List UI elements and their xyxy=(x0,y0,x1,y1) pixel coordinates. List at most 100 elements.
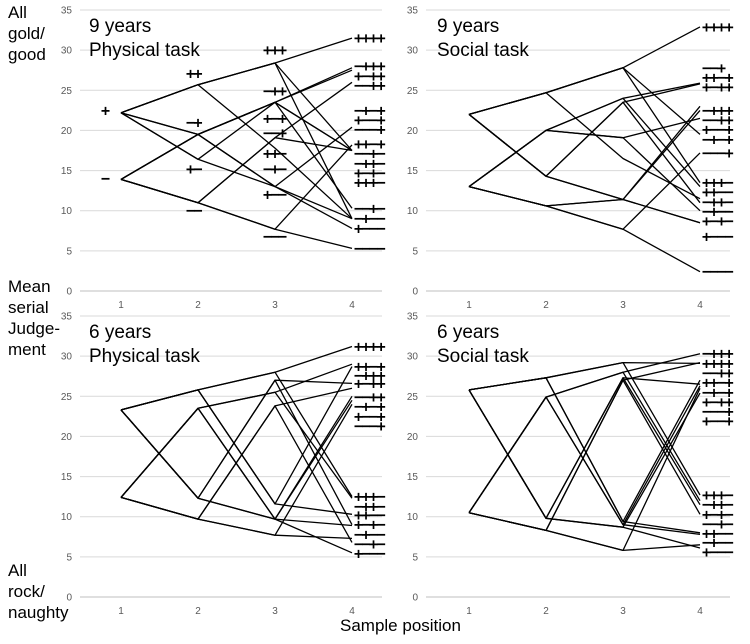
sign-annotation: − xyxy=(101,170,110,188)
panel-title: Physical task xyxy=(89,346,200,367)
x-tick-label: 4 xyxy=(349,300,355,311)
series-line xyxy=(120,409,353,554)
panel-bottom-left: 0 5 10 15 20 25 30 35 1 2 3 4 6 years Physical task ++… xyxy=(61,312,387,618)
sign-annotation: + xyxy=(101,101,110,119)
series-line xyxy=(468,389,701,549)
series-line xyxy=(468,377,701,534)
y-tick-label: 10 xyxy=(407,512,419,523)
sign-annotation: +++ xyxy=(263,41,287,59)
ylabel-top-line-3: good xyxy=(8,45,46,64)
series-line xyxy=(120,126,353,188)
series-line xyxy=(120,371,353,497)
x-tick-label: 4 xyxy=(697,300,703,311)
series-line xyxy=(468,389,701,528)
ylabel-middle: Mean serial Judge- ment xyxy=(8,276,60,360)
x-tick-label: 1 xyxy=(118,300,124,311)
sign-annotation: +−+− xyxy=(702,505,734,523)
x-tick-label: 3 xyxy=(272,300,278,311)
sign-annotation: +++− xyxy=(354,488,386,506)
ylabel-top-line-1: All xyxy=(8,3,27,22)
y-tick-label: 20 xyxy=(407,432,419,443)
series-line xyxy=(120,407,353,527)
sign-annotation: +−−+ xyxy=(354,111,386,129)
series-line xyxy=(468,379,701,532)
sign-annotation: −−−− xyxy=(702,263,734,281)
y-tick-label: 20 xyxy=(61,126,73,137)
sign-annotation: −−++ xyxy=(354,388,386,406)
sign-annotation: −−+ xyxy=(702,59,726,77)
series-line xyxy=(468,117,701,188)
sign-annotation: −−−+ xyxy=(702,403,734,421)
ylabel-bottom-line-1: All xyxy=(8,561,27,580)
y-tick-label: 0 xyxy=(412,593,418,604)
sign-annotation: ++− xyxy=(263,145,287,163)
series-line xyxy=(468,185,701,273)
y-tick-label: 25 xyxy=(61,86,73,97)
series-line xyxy=(120,405,353,543)
y-tick-label: 5 xyxy=(412,246,418,257)
series-line xyxy=(120,389,353,515)
sign-annotation: −−+ xyxy=(263,124,287,142)
sign-annotation: +−++ xyxy=(702,393,734,411)
y-tick-label: 25 xyxy=(61,392,73,403)
y-tick-label: 15 xyxy=(61,472,73,483)
series-line xyxy=(120,178,353,250)
series-line xyxy=(468,92,701,200)
sign-annotation: +++− xyxy=(702,174,734,192)
y-tick-label: 5 xyxy=(412,552,418,563)
sign-annotation: +++− xyxy=(702,486,734,504)
sign-annotation: +−++ xyxy=(354,67,386,85)
sign-annotation: +−−− xyxy=(702,227,734,245)
x-tick-label: 2 xyxy=(195,606,201,617)
sign-annotation: +−−+ xyxy=(702,121,734,139)
y-tick-label: 25 xyxy=(407,86,419,97)
y-tick-label: 5 xyxy=(66,246,72,257)
sign-annotation: ++++ xyxy=(354,338,386,356)
series-line xyxy=(120,496,353,540)
series-line xyxy=(468,361,701,496)
y-tick-label: 15 xyxy=(61,166,73,177)
series-line xyxy=(468,109,701,201)
panel-title: 6 years xyxy=(437,322,499,343)
sign-annotation: ++++ xyxy=(702,354,734,372)
series-line xyxy=(120,391,353,499)
y-tick-label: 10 xyxy=(61,512,73,523)
y-tick-label: 0 xyxy=(66,287,72,298)
sign-annotation: −+−+ xyxy=(702,383,734,401)
sign-annotation: ++−− xyxy=(702,525,734,543)
ylabel-middle-line-3: Judge- xyxy=(8,319,60,338)
y-tick-label: 25 xyxy=(407,392,419,403)
y-tick-label: 20 xyxy=(407,126,419,137)
sign-annotation: +−−+ xyxy=(354,407,386,425)
ylabel-bottom: All rock/ naughty xyxy=(8,560,69,623)
sign-annotation: +−+− xyxy=(354,164,386,182)
y-tick-label: 30 xyxy=(407,352,419,363)
series-line xyxy=(120,84,353,220)
sign-annotation: ++−− xyxy=(354,506,386,524)
sign-annotation: −+−− xyxy=(354,210,386,228)
series-line xyxy=(468,388,701,552)
x-tick-label: 2 xyxy=(195,300,201,311)
series-line xyxy=(120,69,353,136)
sign-annotation: −+−− xyxy=(702,203,734,221)
x-tick-label: 4 xyxy=(349,606,355,617)
x-tick-label: 1 xyxy=(466,300,472,311)
sign-annotation: −−+− xyxy=(354,535,386,553)
sign-annotation: ++−+ xyxy=(702,68,734,86)
sign-annotation: ++−− xyxy=(702,183,734,201)
y-tick-label: 10 xyxy=(407,206,419,217)
sign-annotation: −−+− xyxy=(354,199,386,217)
panel-title: Social task xyxy=(437,346,529,367)
y-tick-label: 35 xyxy=(61,6,73,17)
series-line xyxy=(468,105,701,207)
ylabel-middle-line-2: serial xyxy=(8,298,49,317)
sign-annotation: −−++ xyxy=(702,111,734,129)
series-line xyxy=(468,67,701,183)
panel-title: Social task xyxy=(437,40,529,61)
sign-annotation: −++− xyxy=(354,154,386,172)
sign-annotation: +−−− xyxy=(702,543,734,561)
series-line xyxy=(120,101,353,152)
sign-annotation: ++++ xyxy=(354,29,386,47)
y-tick-label: 35 xyxy=(407,6,419,17)
sign-annotation: ++−+ xyxy=(354,135,386,153)
